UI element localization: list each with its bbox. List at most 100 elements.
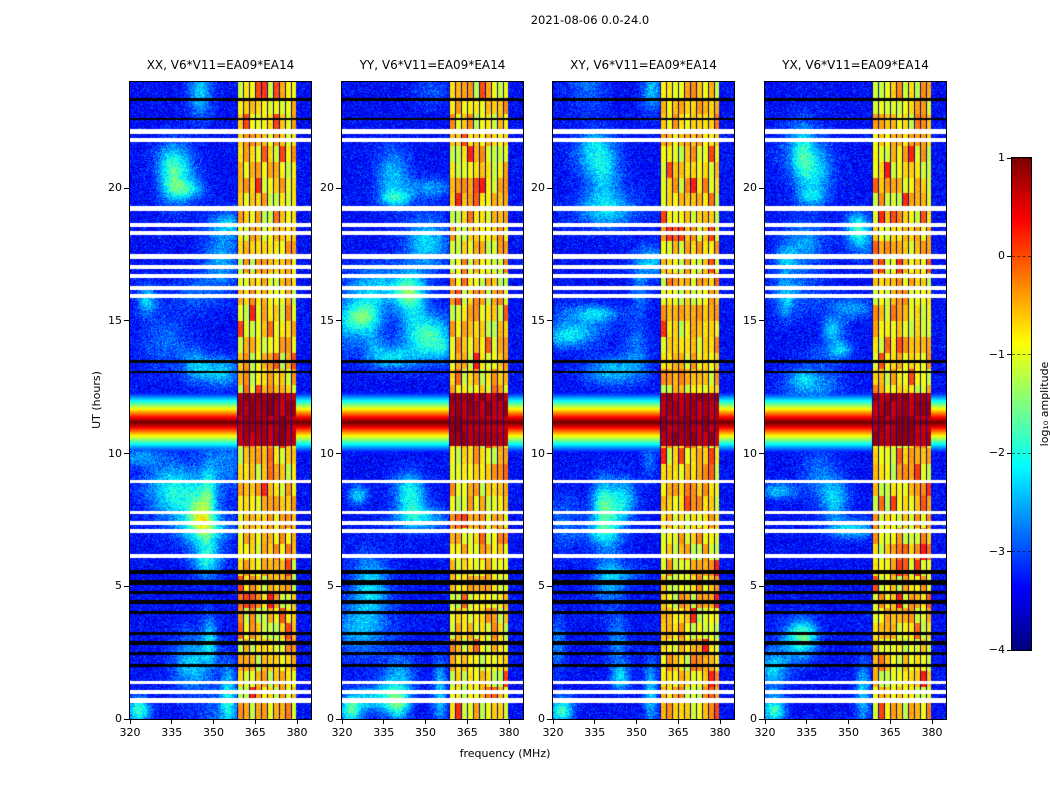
x-tick-mark [806, 720, 808, 724]
x-tick-mark [213, 720, 215, 724]
x-tick-mark [636, 720, 638, 724]
y-axis-label: UT (hours) [90, 371, 103, 429]
x-tick-label: 335 [796, 726, 818, 739]
y-tick-mark [336, 187, 341, 189]
x-tick-mark [764, 720, 766, 724]
colorbar-tick-mark [1007, 157, 1011, 159]
y-tick-mark [336, 585, 341, 587]
colorbar-gridline [1012, 649, 1031, 651]
y-tick-label: 5 [750, 579, 757, 593]
x-tick-mark [848, 720, 850, 724]
y-tick-mark [759, 453, 764, 455]
colorbar-tick-mark [1007, 452, 1011, 454]
y-tick-label: 15 [108, 313, 122, 327]
x-tick-label: 350 [626, 726, 648, 739]
x-tick-label: 380 [921, 726, 943, 739]
y-tick-mark [547, 320, 552, 322]
x-tick-label: 320 [119, 726, 141, 739]
y-tick-mark [547, 187, 552, 189]
x-tick-label: 380 [498, 726, 520, 739]
y-tick-label: 20 [320, 181, 334, 195]
colorbar-gridline [1012, 452, 1031, 454]
x-axis-label: frequency (MHz) [459, 747, 551, 760]
colorbar-tick-mark [1007, 551, 1011, 553]
colorbar-tick-label: 1 [998, 151, 1005, 164]
x-tick-mark [341, 720, 343, 724]
x-tick-label: 365 [456, 726, 478, 739]
colorbar-canvas [1012, 158, 1031, 650]
x-tick-label: 335 [161, 726, 183, 739]
x-tick-label: 335 [373, 726, 395, 739]
colorbar-tick-label: −4 [988, 643, 1005, 656]
x-tick-mark [594, 720, 596, 724]
x-tick-mark [171, 720, 173, 724]
colorbar-tick-label: −3 [988, 544, 1005, 558]
panel-title-xy: XY, V6*V11=EA09*EA14 [570, 58, 717, 72]
x-tick-mark [677, 720, 679, 724]
y-tick-label: 15 [531, 313, 545, 327]
x-tick-label: 380 [709, 726, 731, 739]
colorbar-gridline [1012, 255, 1031, 257]
x-tick-mark [508, 720, 510, 724]
panel-yy [341, 81, 524, 720]
panel-xy [552, 81, 735, 720]
colorbar-tick-label: −1 [988, 347, 1005, 361]
colorbar-gridline [1012, 157, 1031, 159]
colorbar-label: log₁₀ amplitude [1038, 361, 1050, 447]
colorbar-tick-mark [1007, 649, 1011, 651]
x-tick-label: 350 [838, 726, 860, 739]
y-tick-label: 20 [531, 181, 545, 195]
x-tick-label: 365 [879, 726, 901, 739]
x-tick-mark [383, 720, 385, 724]
y-tick-label: 15 [320, 313, 334, 327]
y-tick-mark [124, 585, 129, 587]
x-tick-mark [552, 720, 554, 724]
y-tick-label: 10 [108, 446, 122, 460]
y-tick-label: 0 [327, 712, 334, 725]
y-tick-label: 0 [115, 712, 122, 725]
y-tick-mark [336, 453, 341, 455]
y-tick-mark [336, 718, 341, 720]
y-tick-mark [547, 453, 552, 455]
y-tick-label: 5 [538, 579, 545, 593]
y-tick-label: 0 [750, 712, 757, 725]
spectrogram-yx-canvas [765, 82, 946, 719]
spectrogram-xy-canvas [553, 82, 734, 719]
x-tick-label: 320 [754, 726, 776, 739]
panel-yx [764, 81, 947, 720]
x-tick-mark [719, 720, 721, 724]
x-tick-mark [889, 720, 891, 724]
y-tick-mark [124, 187, 129, 189]
colorbar-tick-label: −2 [988, 446, 1005, 460]
x-tick-label: 365 [244, 726, 266, 739]
x-tick-mark [466, 720, 468, 724]
y-tick-label: 20 [743, 181, 757, 195]
x-tick-mark [129, 720, 131, 724]
y-tick-mark [759, 320, 764, 322]
x-tick-label: 350 [415, 726, 437, 739]
x-tick-mark [425, 720, 427, 724]
colorbar-gridline [1012, 551, 1031, 553]
y-tick-mark [124, 320, 129, 322]
x-tick-label: 320 [542, 726, 564, 739]
x-tick-mark [254, 720, 256, 724]
figure-title: 2021-08-06 0.0-24.0 [530, 13, 650, 27]
x-tick-label: 365 [667, 726, 689, 739]
x-tick-label: 350 [203, 726, 225, 739]
spectrogram-xx-canvas [130, 82, 311, 719]
spectrogram-yy-canvas [342, 82, 523, 719]
panel-title-yx: YX, V6*V11=EA09*EA14 [782, 58, 929, 72]
y-tick-label: 10 [743, 446, 757, 460]
colorbar-tick-mark [1007, 255, 1011, 257]
y-tick-label: 10 [320, 446, 334, 460]
y-tick-mark [759, 718, 764, 720]
panel-title-xx: XX, V6*V11=EA09*EA14 [146, 58, 295, 72]
x-tick-label: 380 [286, 726, 308, 739]
y-tick-mark [336, 320, 341, 322]
panel-xx [129, 81, 312, 720]
y-tick-mark [759, 585, 764, 587]
colorbar-gridline [1012, 354, 1031, 356]
y-tick-mark [124, 718, 129, 720]
x-tick-label: 320 [331, 726, 353, 739]
panel-title-yy: YY, V6*V11=EA09*EA14 [359, 58, 506, 72]
